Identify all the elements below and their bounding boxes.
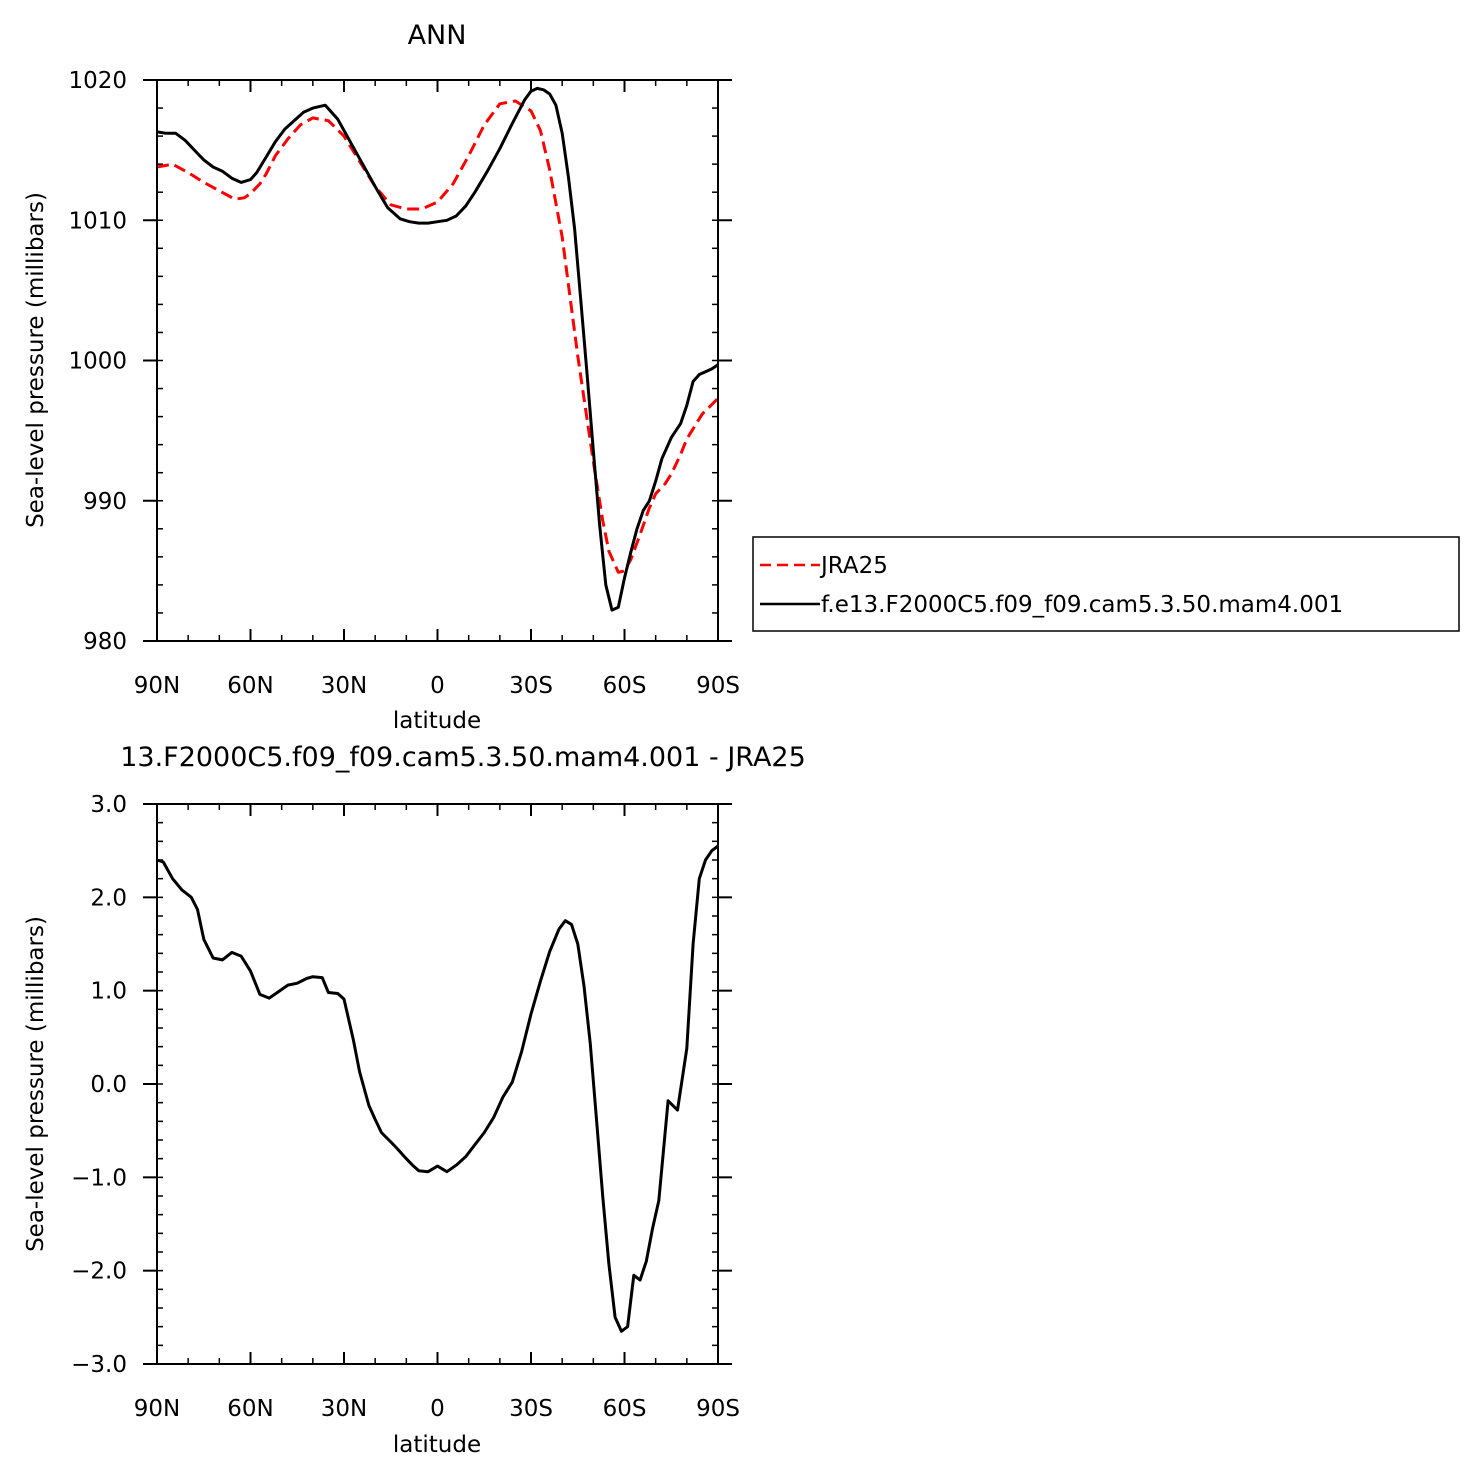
- series-line-jra25: [156, 99, 720, 574]
- legend: JRA25 f.e13.F2000C5.f09_f09.cam5.3.50.ma…: [752, 536, 1460, 632]
- y-tick-label: 980: [83, 629, 127, 655]
- y-tick-label: −3.0: [71, 1352, 127, 1378]
- x-tick-label: 90S: [696, 673, 740, 699]
- plot-series: [156, 844, 719, 1333]
- legend-entry-jra25: JRA25: [819, 553, 888, 579]
- chart-title: 13.F2000C5.f09_f09.cam5.3.50.mam4.001 - …: [120, 742, 806, 773]
- y-tick-labels: −3.0 −2.0 −1.0 0.0 1.0 2.0 3.0: [71, 792, 127, 1378]
- y-tick-label: 990: [83, 489, 127, 515]
- x-tick-labels: 90N 60N 30N 0 30S 60S 90S: [134, 673, 740, 699]
- plot-frame: [156, 79, 719, 642]
- y-tick-label: 1.0: [90, 979, 127, 1005]
- y-tick-label: 1000: [68, 349, 127, 375]
- series-line-f-e13-f2000c5-f09-f09-cam5-3-50-mam4-001: [156, 86, 719, 612]
- x-tick-label: 30N: [321, 1396, 367, 1422]
- x-tick-label: 90N: [134, 673, 180, 699]
- y-tick-label: 2.0: [90, 885, 127, 911]
- y-tick-label: 1020: [68, 68, 127, 94]
- plot-frame: [156, 803, 719, 1365]
- x-tick-label: 60S: [603, 1396, 647, 1422]
- y-tick-label: 0.0: [90, 1072, 127, 1098]
- x-tick-label: 30N: [321, 673, 367, 699]
- legend-box: [752, 536, 1460, 632]
- panel-difference: 13.F2000C5.f09_f09.cam5.3.50.mam4.001 - …: [23, 742, 806, 1458]
- x-tick-label: 30S: [509, 673, 553, 699]
- y-tick-label: −2.0: [71, 1259, 127, 1285]
- panel-ann: ANN 90N 60N 30N 0 30S 60S 90S 980 990 1000 1010 10…: [23, 20, 740, 734]
- tick-marks: [143, 79, 732, 642]
- y-axis-label: Sea-level pressure (millibars): [23, 192, 49, 528]
- x-tick-label: 90S: [696, 1396, 740, 1422]
- legend-entry-model: f.e13.F2000C5.f09_f09.cam5.3.50.mam4.001: [821, 592, 1343, 618]
- x-tick-label: 60N: [227, 1396, 273, 1422]
- x-tick-label: 0: [430, 1396, 445, 1422]
- x-tick-label: 60S: [603, 673, 647, 699]
- x-tick-labels: 90N 60N 30N 0 30S 60S 90S: [134, 1396, 740, 1422]
- x-axis-label: latitude: [393, 708, 481, 734]
- series-line: [156, 844, 719, 1333]
- y-tick-label: −1.0: [71, 1165, 127, 1191]
- x-tick-label: 30S: [509, 1396, 553, 1422]
- chart-title: ANN: [408, 20, 467, 51]
- x-axis-label: latitude: [393, 1432, 481, 1458]
- y-tick-labels: 980 990 1000 1010 1020: [68, 68, 127, 655]
- tick-marks: [143, 803, 732, 1365]
- x-tick-label: 60N: [227, 673, 273, 699]
- x-tick-label: 90N: [134, 1396, 180, 1422]
- plot-series: [156, 86, 720, 612]
- x-tick-label: 0: [430, 673, 445, 699]
- y-tick-label: 3.0: [90, 792, 127, 818]
- y-axis-label: Sea-level pressure (millibars): [23, 916, 49, 1252]
- y-tick-label: 1010: [68, 208, 127, 234]
